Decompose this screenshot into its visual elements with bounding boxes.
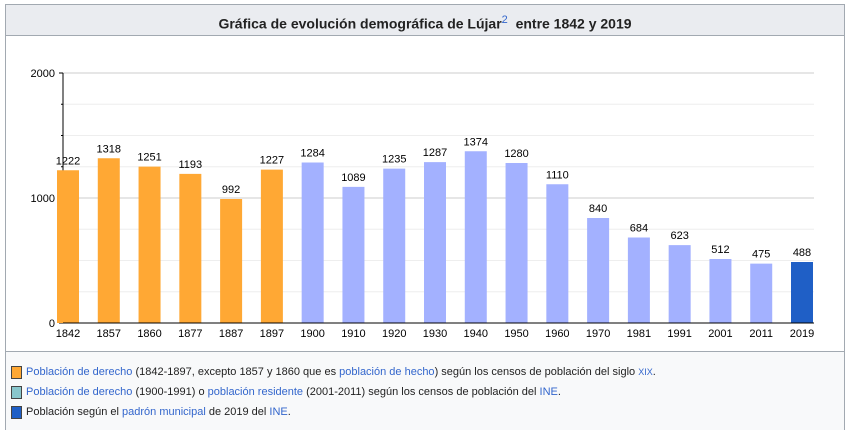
legend-text: (1900-1991) o: [132, 386, 208, 398]
x-tick-label: 1960: [545, 328, 569, 340]
legend: Población de derecho (1842-1897, excepto…: [6, 351, 844, 430]
bar-1877: [179, 173, 202, 323]
x-tick-label: 1991: [667, 328, 691, 340]
data-label: 1251: [137, 152, 161, 164]
legend-link[interactable]: INE: [539, 386, 558, 398]
data-label: 1280: [504, 148, 528, 160]
bar-1860: [138, 166, 161, 323]
x-tick-label: 2001: [708, 328, 732, 340]
population-chart-box: Gráfica de evolución demográfica de Lúja…: [5, 4, 845, 430]
x-tick-label: 2019: [790, 328, 814, 340]
bar-1842: [57, 170, 79, 323]
legend-text: Población según el: [26, 406, 123, 418]
legend-swatch: [11, 405, 22, 419]
title-reference-link[interactable]: 2: [501, 14, 508, 26]
legend-text: .: [557, 386, 561, 398]
data-label: 1284: [300, 148, 324, 160]
data-label: 1227: [260, 155, 284, 167]
data-label: 992: [222, 184, 240, 196]
bar-1940: [464, 151, 487, 323]
bar-1950: [505, 163, 528, 323]
data-label: 1222: [56, 155, 80, 167]
data-label: 1374: [464, 136, 488, 148]
legend-swatch: [11, 385, 22, 399]
x-tick-label: 1950: [504, 328, 528, 340]
legend-text: ) según los censos de población del sigl…: [434, 366, 639, 378]
title-suffix: entre 1842 y 2019: [515, 15, 632, 32]
bar-1900: [301, 162, 324, 323]
bar-1960: [546, 184, 569, 323]
legend-text: (2001-2011) según los censos de població…: [303, 386, 540, 398]
legend-text: .: [652, 366, 656, 378]
data-label: 1318: [97, 143, 121, 155]
legend-link[interactable]: Población de derecho: [26, 386, 133, 398]
legend-link[interactable]: Población de derecho: [26, 366, 133, 378]
bar-2001: [709, 259, 732, 323]
data-label: 1089: [341, 172, 365, 184]
y-tick-label: 0: [49, 318, 55, 330]
x-tick-label: 1981: [627, 328, 651, 340]
x-tick-label: 1857: [97, 328, 121, 340]
legend-link[interactable]: población residente: [207, 386, 304, 398]
bar-1887: [220, 199, 243, 323]
data-label: 488: [793, 247, 811, 259]
bar-1897: [260, 169, 283, 323]
data-label: 623: [670, 230, 688, 242]
bar-chart: 0 1000 2000 1222 1842 1318 1857 1251 1860 1193 187…: [31, 68, 815, 340]
legend-item: Población según el padrón municipal de 2…: [11, 405, 291, 419]
title-text: Gráfica de evolución demográfica de Lúja…: [218, 15, 502, 32]
legend-text: XIX: [638, 367, 653, 377]
bar-1991: [668, 245, 691, 323]
x-tick-label: 1970: [586, 328, 610, 340]
legend-item: Población de derecho (1842-1897, excepto…: [11, 365, 656, 379]
x-tick-label: 1940: [464, 328, 488, 340]
y-tick-label: 1000: [31, 193, 55, 205]
x-tick-label: 1920: [382, 328, 406, 340]
bar-1920: [383, 168, 406, 323]
legend-link[interactable]: población de hecho: [339, 366, 435, 378]
legend-text: (1842-1897, excepto 1857 y 1860 que es: [132, 366, 340, 378]
x-tick-label: 1910: [341, 328, 365, 340]
data-label: 684: [630, 223, 648, 235]
bar-1970: [587, 218, 610, 323]
x-tick-label: 1930: [423, 328, 447, 340]
x-tick-label: 1860: [137, 328, 161, 340]
data-label: 1193: [179, 159, 203, 171]
x-tick-label: 1897: [260, 328, 284, 340]
bar-2011: [750, 263, 773, 323]
data-label: 512: [711, 244, 729, 256]
bar-1910: [342, 186, 365, 323]
bar-1857: [97, 158, 120, 323]
chart-title: Gráfica de evolución demográfica de Lúja…: [6, 5, 844, 36]
x-tick-label: 2011: [749, 328, 773, 340]
x-tick-label: 1900: [300, 328, 324, 340]
bar-2019: [791, 262, 813, 323]
legend-link[interactable]: INE: [269, 406, 288, 418]
x-tick-label: 1842: [56, 328, 80, 340]
bar-1930: [424, 162, 446, 323]
legend-swatch: [11, 365, 22, 379]
bar-1981: [627, 237, 650, 323]
x-tick-label: 1887: [219, 328, 243, 340]
legend-text: .: [287, 406, 291, 418]
data-label: 1287: [423, 147, 447, 159]
data-label: 475: [752, 249, 770, 261]
legend-link[interactable]: padrón municipal: [122, 406, 206, 418]
legend-item: Población de derecho (1900-1991) o pobla…: [11, 385, 561, 399]
data-label: 840: [589, 203, 607, 215]
data-label: 1235: [382, 154, 406, 166]
x-tick-label: 1877: [178, 328, 202, 340]
data-label: 1110: [546, 169, 569, 181]
legend-text: de 2019 del: [205, 406, 270, 418]
y-tick-label: 2000: [31, 68, 55, 80]
